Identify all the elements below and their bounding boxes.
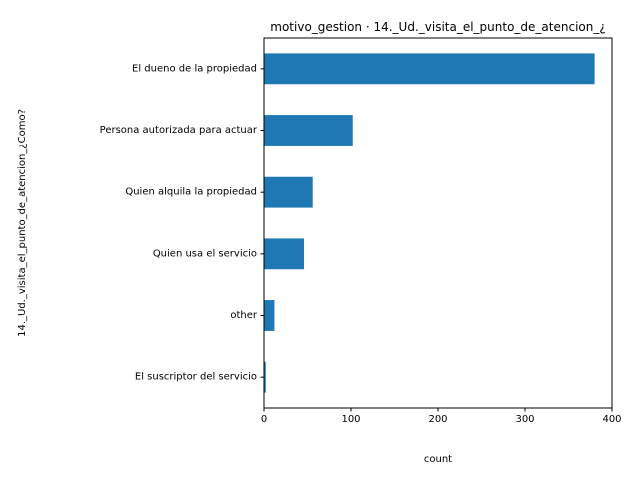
x-axis-ticks: 0 100 200 300 400 [261, 408, 622, 425]
y-tick-label: Quien alquila la propiedad [125, 187, 257, 198]
x-tick-label: 0 [261, 414, 267, 425]
y-tick-label: Persona autorizada para actuar [100, 125, 258, 136]
bar [264, 115, 353, 146]
bar [264, 238, 305, 270]
x-tick-label: 100 [341, 414, 360, 425]
x-tick-label: 300 [515, 414, 534, 425]
bars-group [264, 53, 595, 393]
x-tick-label: 400 [602, 414, 621, 425]
bar [264, 300, 275, 331]
x-tick-label: 200 [428, 414, 447, 425]
plot-frame [263, 37, 613, 409]
x-axis-label: count [424, 454, 452, 465]
y-tick-label: other [230, 310, 258, 321]
y-axis-label: 14._Ud._visita_el_punto_de_atencion_¿Com… [17, 109, 28, 337]
bar [264, 53, 595, 85]
bar [264, 361, 266, 393]
y-tick-label: Quien usa el servicio [153, 248, 257, 259]
bar [264, 176, 313, 208]
chart-title: motivo_gestion · 14._Ud._visita_el_punto… [270, 20, 605, 34]
y-tick-label: El dueno de la propiedad [132, 63, 257, 74]
y-axis-ticks: El suscriptor del servicio other Quien usa… [100, 63, 264, 383]
y-tick-label: El suscriptor del servicio [135, 372, 257, 383]
